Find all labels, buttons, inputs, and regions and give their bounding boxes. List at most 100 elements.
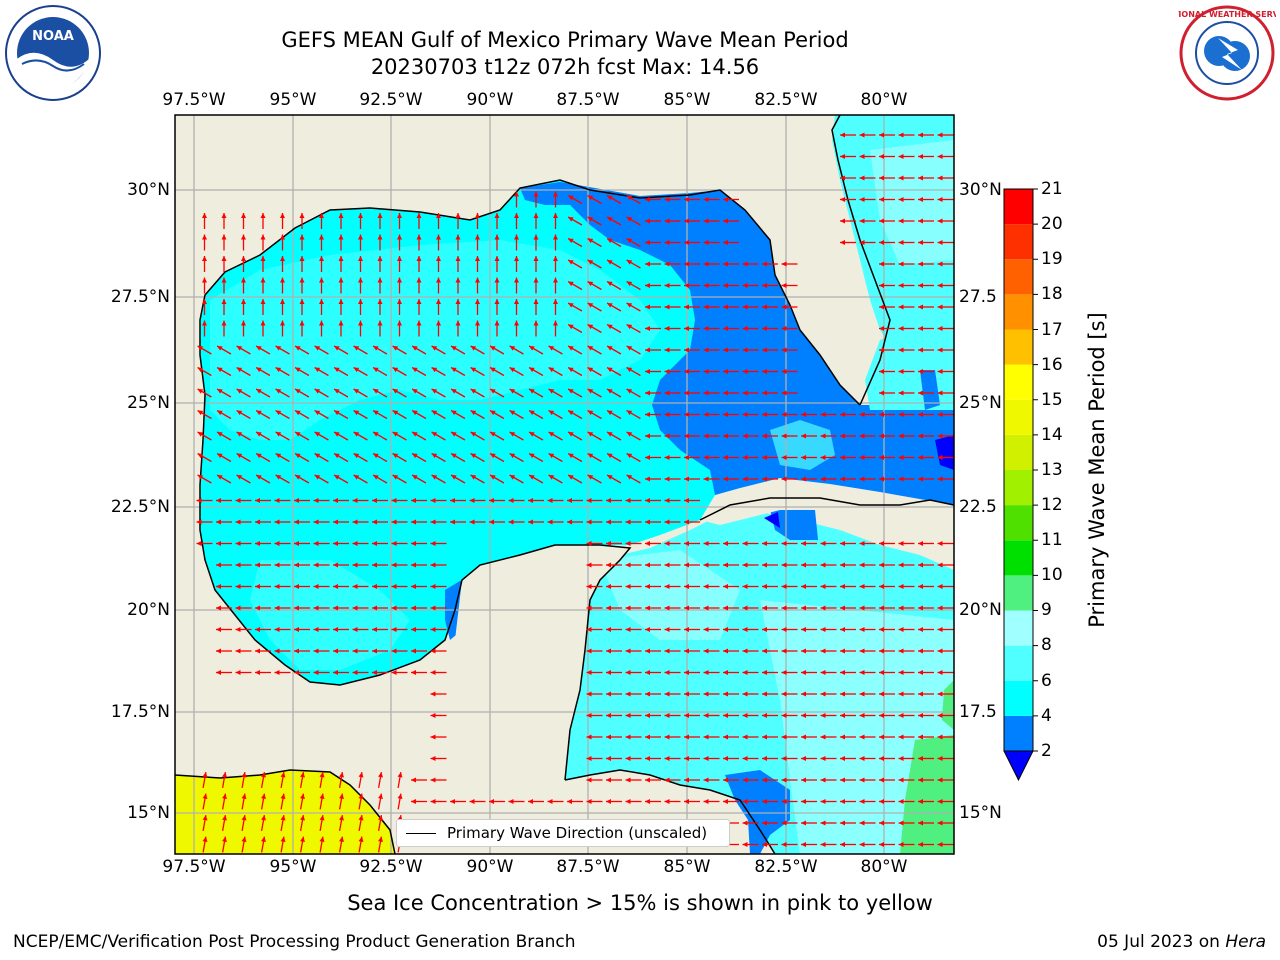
wave-arrow-head — [586, 648, 592, 654]
wave-arrow-head — [221, 299, 227, 304]
wave-arrow-head — [216, 627, 221, 632]
colorbar-bin — [1004, 540, 1033, 576]
wave-arrow-head — [626, 281, 633, 287]
wave-arrow-head — [762, 390, 767, 396]
wave-arrow-head — [762, 261, 767, 267]
wave-arrow-head — [202, 836, 208, 842]
wave-arrow-head — [275, 346, 282, 351]
wave-arrow-head — [197, 432, 204, 437]
wave-arrow-head — [451, 346, 457, 351]
wave-arrow-head — [391, 519, 397, 525]
wave-arrow-head — [319, 793, 325, 799]
coastlines — [175, 115, 954, 854]
wave-arrow-head — [820, 820, 826, 826]
wave-arrow-head — [703, 562, 709, 568]
sea-ice-region — [175, 770, 395, 854]
wave-arrow-head — [879, 605, 884, 611]
wave-arrow-head — [197, 389, 204, 394]
wave-arrow-head — [358, 836, 364, 842]
wave-arrow-head — [840, 713, 845, 718]
wave-arrow-head — [528, 799, 533, 804]
wave-arrow-head — [295, 453, 301, 459]
wave-arrow-head — [606, 584, 611, 589]
wave-arrow-head — [378, 793, 383, 799]
wave-arrow-head — [586, 605, 592, 611]
wave-arrow-head — [280, 299, 285, 304]
wave-arrow-head — [490, 346, 496, 351]
wave-arrow-head — [235, 627, 241, 632]
wave-arrow-head — [509, 367, 516, 373]
wave-arrow-head — [645, 261, 650, 267]
wave-arrow-head — [645, 713, 650, 718]
colorbar-tick: 20 — [1041, 214, 1063, 234]
wave-arrow-head — [470, 367, 477, 373]
lat-tick-left: 17.5°N — [110, 702, 170, 722]
wave-arrow-head — [626, 195, 633, 201]
wave-arrow-head — [918, 197, 923, 202]
wave-arrow-head — [626, 475, 633, 480]
wave-arrow-head — [352, 541, 358, 546]
lon-tick-bottom: 87.5°W — [556, 857, 620, 877]
wave-arrow-head — [723, 648, 728, 654]
wave-arrow-head — [274, 498, 280, 503]
wave-arrow-head — [275, 475, 282, 480]
wave-arrow-head — [723, 541, 728, 546]
wave-arrow-head — [742, 390, 748, 396]
wave-arrow-head — [490, 453, 496, 459]
colorbar-bin — [1004, 364, 1033, 400]
wave-arrow-head — [625, 777, 631, 783]
wave-arrow-head — [937, 132, 943, 138]
wave-arrow-head — [260, 277, 266, 283]
wave-arrow-head — [255, 498, 260, 503]
wave-arrow-head — [684, 627, 689, 632]
wave-arrow-head — [299, 213, 305, 218]
wave-arrow-head — [703, 541, 709, 546]
wave-arrow-head — [937, 476, 943, 482]
wave-arrow-head — [918, 777, 923, 783]
wave-arrow-head — [937, 820, 943, 826]
wave-arrow-head — [333, 519, 338, 525]
wave-arrow-head — [294, 605, 299, 611]
wave-arrow-head — [217, 389, 223, 394]
wave-arrow-head — [723, 326, 728, 331]
wave-arrow-head — [820, 756, 826, 761]
wave-arrow-head — [338, 213, 344, 218]
wave-arrow-head — [645, 369, 650, 374]
wave-arrow-head — [411, 670, 416, 675]
wave-arrow-head — [879, 433, 884, 439]
wave-arrow-head — [859, 132, 865, 138]
wave-arrow-head — [261, 815, 266, 821]
wave-arrow-head — [514, 320, 519, 326]
wave-arrow-head — [898, 197, 904, 202]
wave-arrow-head — [684, 347, 689, 353]
wave-arrow-head — [553, 191, 558, 197]
wave-arrow-head — [490, 367, 496, 373]
wave-arrow-head — [197, 367, 204, 373]
wave-arrow-head — [781, 433, 787, 439]
wave-arrow-head — [898, 670, 904, 675]
wave-arrow-head — [626, 324, 633, 330]
wave-arrow-head — [430, 756, 436, 761]
wave-arrow-head — [529, 367, 535, 373]
wave-arrow-head — [339, 836, 344, 842]
wave-arrow-head — [431, 410, 438, 416]
wave-arrow-head — [645, 455, 650, 460]
wave-arrow-head — [664, 390, 670, 396]
wave-arrow-head — [723, 713, 728, 718]
wave-arrow-head — [742, 347, 748, 353]
wave-arrow-head — [684, 304, 689, 310]
wave-arrow-head — [333, 648, 338, 654]
wave-arrow-head — [241, 256, 246, 261]
wave-arrow-head — [937, 648, 943, 654]
wave-arrow-head — [455, 277, 461, 283]
wave-arrow-head — [334, 475, 340, 480]
colorbar-bin — [1004, 189, 1033, 225]
colorbar-tick: 8 — [1041, 635, 1052, 655]
wave-arrow-head — [840, 670, 845, 675]
wave-arrow-head — [411, 541, 416, 546]
wave-arrow-head — [490, 410, 496, 416]
wave-arrow-head — [586, 541, 592, 546]
wave-arrow-head — [586, 734, 592, 740]
wave-arrow-head — [275, 432, 282, 437]
wave-arrow-head — [275, 389, 282, 394]
